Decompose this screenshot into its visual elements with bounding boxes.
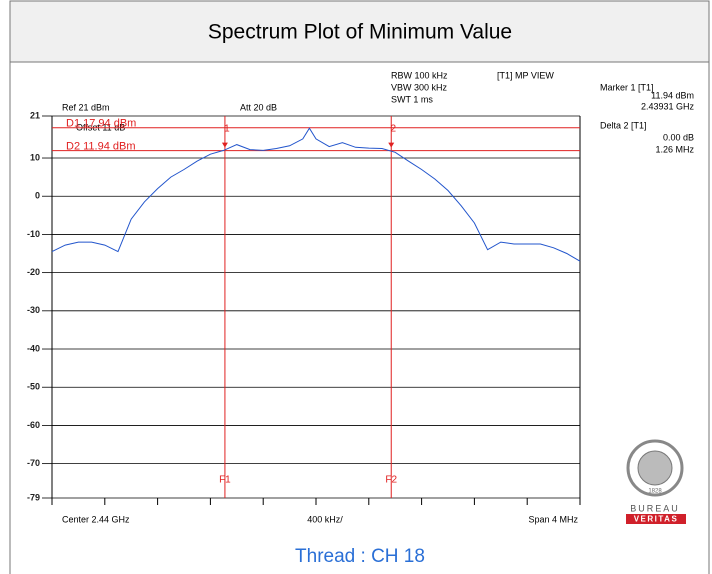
frequency-line-label: F1 — [219, 475, 231, 486]
y-tick-label: -60 — [27, 420, 40, 430]
marker-readout: 2.43931 GHz — [641, 101, 695, 111]
setting-text: [T1] MP VIEW — [497, 70, 554, 80]
y-tick-label: -50 — [27, 382, 40, 392]
marker-readout: 0.00 dB — [663, 132, 694, 142]
y-tick-label: -40 — [27, 343, 40, 353]
y-tick-label: -20 — [27, 267, 40, 277]
logo-top: BUREAU — [630, 503, 680, 513]
setting-text: VBW 300 kHz — [391, 82, 448, 92]
trace — [51, 127, 581, 262]
chart-title: Spectrum Plot of Minimum Value — [208, 21, 512, 44]
marker — [388, 142, 395, 148]
y-tick-label: 10 — [30, 152, 40, 162]
display-line-label: D1 17.94 dBm — [66, 118, 136, 130]
frequency-line-label: F2 — [385, 475, 397, 486]
y-tick-label: -10 — [27, 229, 40, 239]
y-tick-label: 0 — [35, 191, 40, 201]
caption: Thread : CH 18 — [295, 546, 425, 567]
setting-text: Ref 21 dBm — [62, 102, 110, 112]
frame — [9, 0, 710, 574]
y-tick-label: 21 — [30, 110, 40, 120]
display-line-label: D2 11.94 dBm — [66, 141, 136, 153]
title-bar — [9, 0, 710, 63]
y-tick-label: -79 — [27, 492, 40, 502]
logo-bottom: VERITAS — [634, 515, 679, 524]
logo-bar — [626, 514, 686, 524]
marker-readout: 11.94 dBm — [651, 90, 694, 100]
marker-readout: Marker 1 [T1] — [600, 82, 654, 92]
x-axis-text: Center 2.44 GHz — [62, 514, 130, 524]
marker-label: 1 — [224, 124, 230, 135]
y-tick-label: -30 — [27, 305, 40, 315]
x-axis-text: 400 kHz/ — [307, 514, 343, 524]
setting-text: Att 20 dB — [240, 102, 277, 112]
setting-text: SWT 1 ms — [391, 94, 433, 104]
x-axis-text: Span 4 MHz — [528, 514, 578, 524]
y-tick-label: -70 — [27, 458, 40, 468]
logo-year: 1828 — [648, 489, 662, 495]
marker-label: 2 — [390, 124, 396, 135]
marker — [221, 142, 228, 148]
marker-readout: Delta 2 [T1] — [600, 120, 647, 130]
logo-inner — [637, 450, 673, 486]
setting-text: RBW 100 kHz — [391, 70, 448, 80]
marker-readout: 1.26 MHz — [655, 144, 694, 154]
